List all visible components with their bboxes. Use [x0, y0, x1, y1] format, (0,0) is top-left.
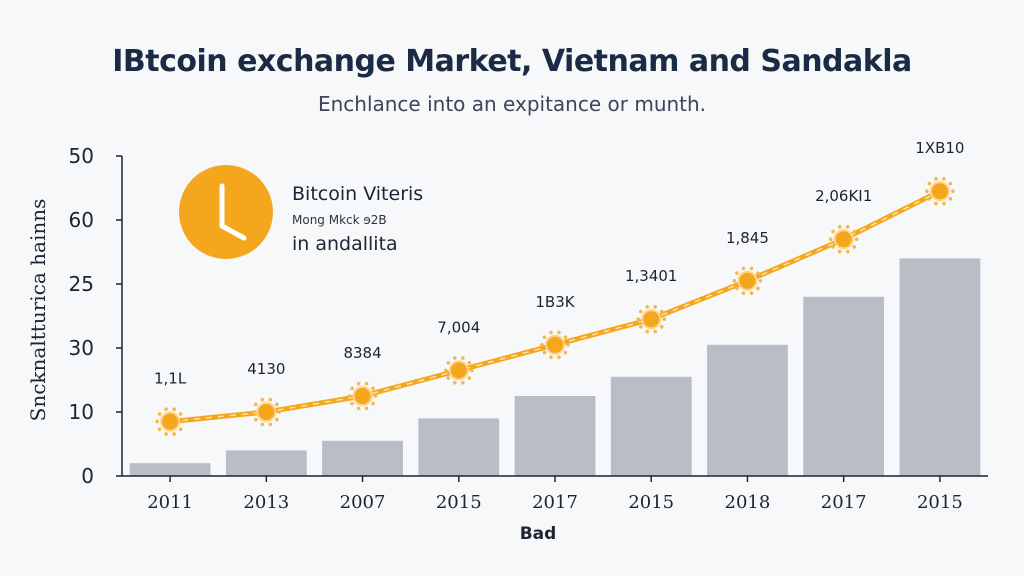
bar [129, 463, 211, 476]
x-tick-label: 2017 [532, 492, 578, 513]
data-label: 1,3401 [625, 267, 678, 285]
legend: Bitcoin Viteris Mong Mkck ɘ2B in andalli… [179, 165, 423, 259]
x-tick-label: 2013 [243, 492, 289, 513]
labels-layer: 1,1L 4130 8384 7,004 1B3K 1,3401 1,845 2,06KI1 1… [154, 139, 964, 387]
y-axis-label: Sncknaltturica hainns [26, 199, 50, 422]
line-point [732, 266, 763, 295]
data-label: 1B3K [535, 293, 575, 311]
y-tick-label: 10 [69, 400, 94, 424]
x-tick-label: 2015 [436, 492, 482, 513]
data-label: 1XB10 [915, 139, 964, 157]
line-point [347, 381, 378, 411]
bars-layer [129, 258, 981, 476]
x-tick-label: 2011 [147, 492, 193, 513]
y-tick-label: 50 [69, 144, 94, 168]
x-tick-label: 2018 [725, 492, 771, 513]
x-tick-label: 2017 [821, 492, 867, 513]
data-label: 7,004 [437, 318, 480, 336]
bar [707, 344, 788, 476]
clock-hands [219, 183, 247, 241]
legend-small-text: Mong Mkck ɘ2B [292, 213, 387, 227]
line-point [540, 330, 570, 359]
bar [225, 450, 307, 476]
data-label: 2,06KI1 [815, 187, 872, 205]
y-tick-label: 0 [81, 464, 94, 488]
bar [803, 296, 885, 476]
line-point [828, 225, 859, 254]
chart-subtitle: Enchlance into an expitance or munth. [317, 92, 707, 116]
line-point [251, 397, 282, 427]
bar [610, 376, 692, 476]
data-label: 1,1L [154, 370, 187, 388]
x-tick-label: 2015 [917, 492, 963, 513]
data-label: 1,845 [726, 229, 769, 247]
x-tick-label: 2015 [628, 492, 674, 513]
line-point [636, 305, 667, 334]
x-tick-label: 2007 [340, 492, 386, 513]
line-point [443, 356, 474, 385]
x-axis-label: Bad [520, 524, 557, 544]
data-label: 4130 [247, 360, 285, 378]
chart-title: IBtcoin exchange Market, Vietnam and San… [112, 44, 912, 79]
line-point [155, 407, 185, 436]
bar [899, 258, 981, 476]
y-tick-label: 25 [69, 272, 94, 296]
clock-icon [179, 165, 273, 259]
y-tick-label: 60 [69, 208, 94, 232]
legend-subtext: in andallita [292, 233, 398, 255]
bar [322, 440, 403, 476]
axes-layer: 0 10 30 25 60 50 2011 2013 2007 2015 2017 2015 2018 2… [69, 144, 988, 513]
line-point [925, 177, 955, 206]
points-layer [155, 177, 955, 436]
data-label: 8384 [343, 344, 381, 362]
bar [514, 396, 596, 476]
legend-title: Bitcoin Viteris [292, 183, 423, 205]
bar [418, 418, 500, 476]
y-tick-label: 30 [69, 336, 94, 360]
